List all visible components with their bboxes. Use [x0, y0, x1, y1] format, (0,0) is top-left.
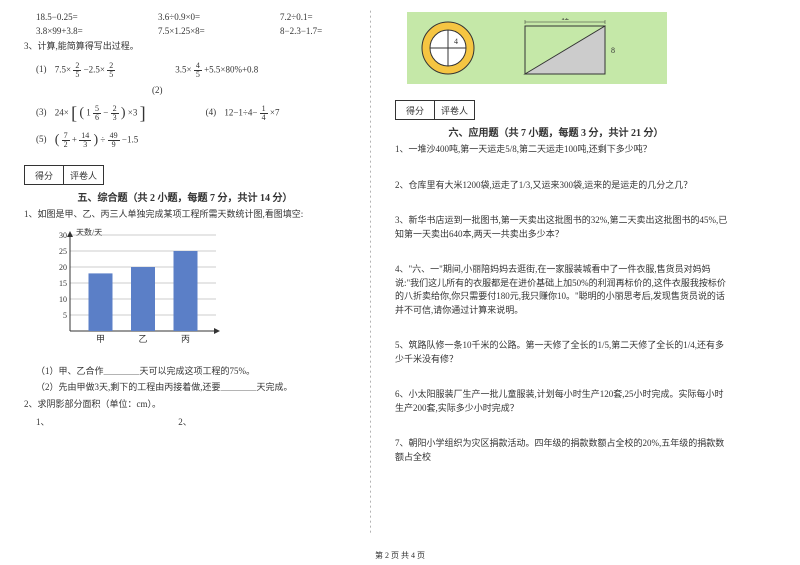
- svg-text:甲: 甲: [96, 334, 105, 344]
- right-column: 4 12 6 8 得分 评卷人 六、应用题（共 7 小题，每题 3 分，共计 21 …: [371, 0, 741, 545]
- calc-row-2: (3) 24× [ ( 1 56 − 23 ) ×3 ] (4) 12−1÷4−…: [36, 103, 358, 124]
- bar-chart: 天数/天 5 10 15 20 25 30 甲 乙 丙: [42, 227, 358, 359]
- svg-text:乙: 乙: [138, 334, 147, 344]
- circle-diagram: 4: [413, 18, 483, 78]
- left-column: 18.5−0.25= 3.6÷0.9×0= 7.2÷0.1= 3.8×99+3.…: [0, 0, 370, 545]
- q6-4: 4、"六、一"期间,小丽陪妈妈去逛街,在一家服装城看中了一件衣服,售货员对妈妈说…: [395, 263, 729, 317]
- score-cell: 评卷人: [64, 165, 104, 185]
- calc-row-3: (5) ( 72 + 143 ) ÷ 499 −1.5: [36, 132, 358, 149]
- page-footer: 第 2 页 共 4 页: [0, 550, 800, 561]
- arith-row-2: 3.8×99+3.8= 7.5×1.25×8= 8−2.3−1.7=: [36, 26, 358, 36]
- calc-5: (5) ( 72 + 143 ) ÷ 499 −1.5: [36, 132, 138, 149]
- q6-7: 7、朝阳小学组织为灾区捐款活动。四年级的捐款数额占全校的20%,五年级的捐款数额…: [395, 437, 729, 464]
- rect-diagram: 12 6 8: [513, 18, 623, 78]
- arith-row-1: 18.5−0.25= 3.6÷0.9×0= 7.2÷0.1=: [36, 12, 358, 22]
- calc-row-1: (1) 7.5× 25 −2.5× 25 (2) 3.5× 45 +5.5×80…: [36, 62, 358, 79]
- svg-text:5: 5: [63, 311, 67, 320]
- calc-1: (1) 7.5× 25 −2.5× 25: [36, 62, 115, 79]
- arith-item: 3.6÷0.9×0=: [158, 12, 248, 22]
- svg-text:12: 12: [561, 18, 569, 22]
- svg-text:6: 6: [563, 77, 567, 78]
- svg-text:30: 30: [59, 231, 67, 240]
- q5-1-sub2: （2）先由甲做3天,剩下的工程由丙接着做,还要＿＿＿＿天完成。: [36, 381, 358, 395]
- svg-text:15: 15: [59, 279, 67, 288]
- score-box-5: 得分 评卷人: [24, 165, 358, 185]
- score-cell: 得分: [24, 165, 64, 185]
- arith-item: 8−2.3−1.7=: [280, 26, 370, 36]
- arith-item: 7.5×1.25×8=: [158, 26, 248, 36]
- svg-text:4: 4: [454, 37, 458, 46]
- score-box-6: 得分 评卷人: [395, 100, 729, 120]
- calc-2-idx: (2): [152, 85, 358, 95]
- arith-item: 3.8×99+3.8=: [36, 26, 126, 36]
- page: 18.5−0.25= 3.6÷0.9×0= 7.2÷0.1= 3.8×99+3.…: [0, 0, 800, 545]
- svg-text:25: 25: [59, 247, 67, 256]
- section-5-title: 五、综合题（共 2 小题，每题 7 分，共计 14 分）: [12, 189, 358, 204]
- geometry-diagram: 4 12 6 8: [407, 12, 667, 84]
- svg-text:天数/天: 天数/天: [76, 227, 102, 237]
- svg-text:20: 20: [59, 263, 67, 272]
- q6-1: 1、一堆沙400吨,第一天运走5/8,第二天运走100吨,还剩下多少吨？: [395, 143, 729, 157]
- svg-text:10: 10: [59, 295, 67, 304]
- q5-2: 2、求阴影部分面积（单位：cm）。: [24, 398, 358, 412]
- q6-5: 5、筑路队修一条10千米的公路。第一天修了全长的1/5,第二天修了全长的1/4,…: [395, 339, 729, 366]
- score-cell: 评卷人: [435, 100, 475, 120]
- q3-title: 3、计算,能简算得写出过程。: [24, 40, 358, 54]
- calc-4: (4) 12−1÷4− 14 ×7: [206, 105, 280, 122]
- svg-text:8: 8: [611, 46, 615, 55]
- section-6-title: 六、应用题（共 7 小题，每题 3 分，共计 21 分）: [383, 124, 729, 139]
- bar-chart-svg: 天数/天 5 10 15 20 25 30 甲 乙 丙: [42, 227, 222, 357]
- calc-2: (2) 3.5× 45 +5.5×80%+0.8: [175, 62, 258, 79]
- q5-2-subs: 1、 2、: [36, 416, 358, 430]
- q6-3: 3、新华书店运到一批图书,第一天卖出这批图书的32%,第二天卖出这批图书的45%…: [395, 214, 729, 241]
- arith-item: 18.5−0.25=: [36, 12, 126, 22]
- arith-item: 7.2÷0.1=: [280, 12, 370, 22]
- svg-text:丙: 丙: [181, 334, 190, 344]
- score-cell: 得分: [395, 100, 435, 120]
- q5-1-sub1: （1）甲、乙合作＿＿＿＿天可以完成这项工程的75%。: [36, 365, 358, 379]
- q5-1: 1、如图是甲、乙、丙三人单独完成某项工程所需天数统计图,看图填空:: [24, 208, 358, 222]
- q6-6: 6、小太阳服装厂生产一批儿童服装,计划每小时生产120套,25小时完成。实际每小…: [395, 388, 729, 415]
- calc-3: (3) 24× [ ( 1 56 − 23 ) ×3 ]: [36, 103, 146, 124]
- q6-2: 2、仓库里有大米1200袋,运走了1/3,又运来300袋,运来的是运走的几分之几…: [395, 179, 729, 193]
